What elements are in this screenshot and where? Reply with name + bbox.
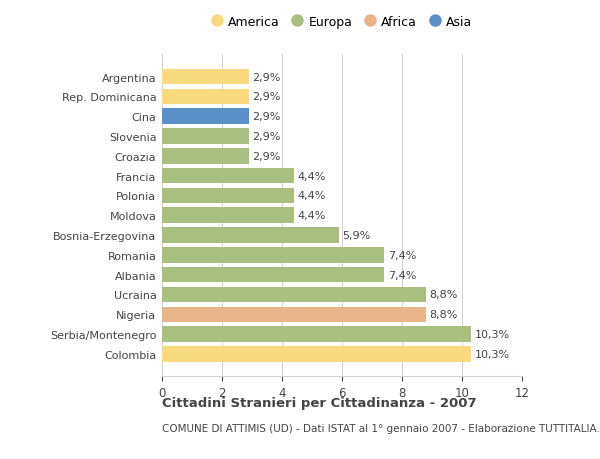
Bar (162, 307, 426, 322)
Bar (162, 168, 294, 184)
Text: COMUNE DI ATTIMIS (UD) - Dati ISTAT al 1° gennaio 2007 - Elaborazione TUTTITALIA: COMUNE DI ATTIMIS (UD) - Dati ISTAT al 1… (162, 424, 600, 433)
Bar (162, 228, 339, 243)
Bar (162, 287, 426, 302)
Bar (162, 109, 249, 125)
Bar (162, 247, 384, 263)
Text: 4,4%: 4,4% (298, 211, 326, 221)
Text: 2,9%: 2,9% (253, 132, 281, 142)
Text: 7,4%: 7,4% (388, 250, 416, 260)
Text: 4,4%: 4,4% (298, 191, 326, 201)
Bar (162, 129, 249, 145)
Text: 8,8%: 8,8% (430, 309, 458, 319)
Text: 8,8%: 8,8% (430, 290, 458, 300)
Bar (162, 90, 249, 105)
Text: 2,9%: 2,9% (253, 73, 281, 82)
Text: Cittadini Stranieri per Cittadinanza - 2007: Cittadini Stranieri per Cittadinanza - 2… (162, 396, 476, 409)
Text: 7,4%: 7,4% (388, 270, 416, 280)
Text: 2,9%: 2,9% (253, 92, 281, 102)
Bar (162, 327, 471, 342)
Bar (162, 70, 249, 85)
Legend: America, Europa, Africa, Asia: America, Europa, Africa, Asia (212, 17, 472, 29)
Bar (162, 208, 294, 224)
Bar (162, 347, 471, 362)
Text: 4,4%: 4,4% (298, 171, 326, 181)
Bar (162, 188, 294, 204)
Bar (162, 149, 249, 164)
Bar (162, 267, 384, 283)
Text: 2,9%: 2,9% (253, 112, 281, 122)
Text: 2,9%: 2,9% (253, 151, 281, 162)
Text: 5,9%: 5,9% (343, 230, 371, 241)
Text: 10,3%: 10,3% (475, 329, 510, 339)
Text: 10,3%: 10,3% (475, 349, 510, 359)
